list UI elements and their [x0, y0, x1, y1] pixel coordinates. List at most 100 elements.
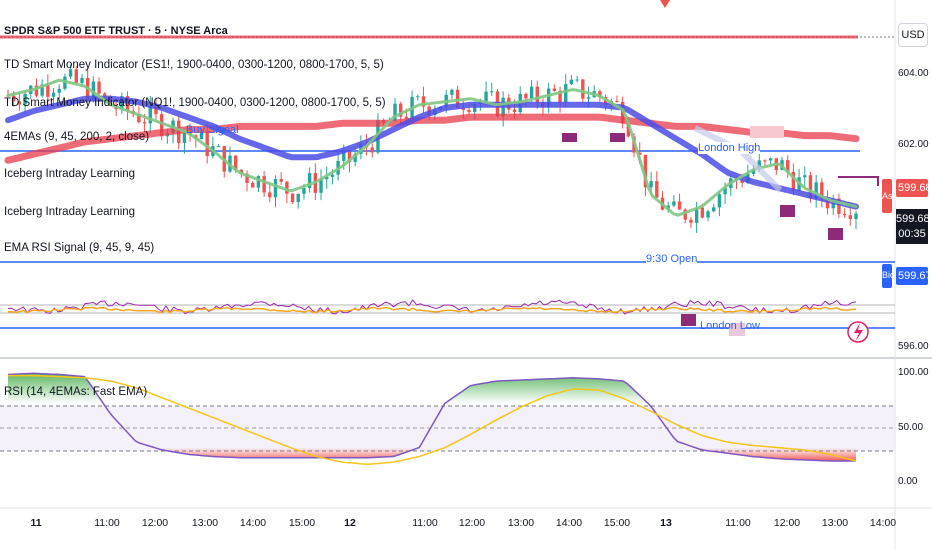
time-tick: 13: [660, 517, 672, 529]
candle-body: [256, 176, 261, 188]
candle-body: [717, 194, 722, 208]
candle-body: [689, 219, 693, 223]
candle-body: [723, 188, 727, 195]
candle-body: [103, 93, 107, 97]
time-tick: 15:00: [603, 517, 631, 529]
legend-td-smart-money-nq[interactable]: TD Smart Money Indicator (NQ1!, 1900-040…: [4, 97, 386, 109]
bid-tag-label: Bid: [882, 270, 896, 280]
legend-iceberg-2[interactable]: Iceberg Intraday Learning: [4, 206, 136, 218]
candle-body: [68, 69, 73, 77]
candle-body: [706, 211, 710, 218]
time-tick: 11:00: [94, 517, 120, 529]
candle-body: [757, 160, 761, 170]
signal-box: [681, 314, 696, 326]
candle-body: [11, 95, 16, 102]
candle-body: [80, 77, 84, 83]
candle-body: [51, 92, 56, 97]
time-tick: 13:00: [821, 517, 849, 529]
candle-body: [279, 179, 283, 182]
signal-box: [828, 228, 843, 240]
candle-body: [569, 79, 574, 85]
candle-body: [694, 207, 699, 223]
candle-body: [233, 155, 238, 170]
candle-body: [712, 207, 716, 212]
rsi-tick: 100.00: [898, 367, 929, 378]
currency-button[interactable]: USD: [896, 19, 932, 49]
candle-body: [575, 79, 579, 81]
legend-rsi[interactable]: RSI (14, 4EMAs: Fast EMA): [4, 386, 148, 398]
signal-box: [729, 323, 745, 336]
rsi-tick: 50.00: [898, 422, 924, 433]
candle-body: [683, 209, 687, 220]
purple-level-line: [838, 176, 879, 186]
time-tick: 14:00: [239, 517, 267, 529]
candle-body: [74, 69, 78, 83]
ask-tag-label: Ask: [882, 191, 898, 201]
time-tick: 12: [344, 517, 356, 529]
candle-body: [370, 147, 374, 153]
price-tick: 604.00: [898, 68, 929, 79]
candle-body: [825, 198, 830, 209]
legend-ema-rsi-signal[interactable]: EMA RSI Signal (9, 45, 9, 45): [4, 242, 155, 254]
candle-body: [786, 160, 790, 172]
candle-body: [751, 169, 756, 174]
legend-td-smart-money-es[interactable]: TD Smart Money Indicator (ES1!, 1900-040…: [4, 59, 384, 71]
legend-iceberg-1[interactable]: Iceberg Intraday Learning: [4, 168, 136, 180]
chart-title[interactable]: SPDR S&P 500 ETF TRUST · 5 · NYSE Arca: [4, 25, 228, 37]
london-high-box: [750, 126, 784, 138]
candle-body: [615, 100, 619, 102]
candle-body: [216, 146, 221, 148]
candle-body: [837, 198, 841, 214]
signal-box: [780, 205, 795, 217]
candle-body: [285, 181, 289, 194]
candle-body: [581, 79, 585, 99]
candle-body: [768, 158, 773, 161]
candle-body: [524, 93, 528, 99]
time-tick: 11:00: [412, 517, 438, 529]
candle-body: [512, 109, 517, 113]
candle-body: [626, 123, 631, 137]
candle-body: [23, 93, 27, 105]
candle-body: [353, 153, 357, 162]
candle-body: [330, 174, 335, 177]
candle-body: [490, 91, 494, 93]
candle-body: [97, 81, 101, 94]
candle-body: [347, 151, 352, 162]
candle-body: [598, 91, 602, 98]
candle-body: [245, 173, 249, 183]
candle-body: [450, 89, 454, 95]
candle-body: [655, 181, 659, 198]
legend-4emas[interactable]: 4EMAs (9, 45, 200, 2, close): [4, 131, 150, 143]
open-930-label: 9:30 Open: [646, 253, 698, 265]
candle-body: [803, 175, 807, 178]
time-tick: 15:00: [288, 517, 316, 529]
candle-body: [586, 97, 591, 99]
signal-box: [610, 133, 625, 142]
iceberg-oscillator: [0, 299, 895, 315]
candle-body: [319, 179, 323, 193]
rsi-panel[interactable]: [0, 372, 895, 466]
candle-body: [484, 91, 488, 102]
rsi-fast-ema-line: [8, 374, 857, 466]
price-tick: 602.00: [898, 139, 929, 150]
down-arrow-icon: [660, 0, 670, 8]
candle-body: [461, 107, 466, 110]
time-tick: 13:00: [191, 517, 219, 529]
candle-body: [251, 182, 255, 188]
candle-body: [393, 103, 397, 121]
candle-body: [46, 84, 50, 97]
bar-countdown: 00:35: [898, 228, 926, 240]
candle-body: [205, 131, 209, 157]
ema-9-line: [6, 78, 858, 217]
signal-markers: [562, 0, 879, 343]
time-tick: 12:00: [458, 517, 486, 529]
rsi-line: [7, 372, 856, 462]
candle-body: [700, 207, 705, 218]
candle-body: [558, 90, 562, 103]
candle-body: [467, 109, 471, 112]
candle-body: [638, 152, 642, 155]
candle-body: [808, 175, 813, 199]
candle-body: [649, 181, 653, 188]
